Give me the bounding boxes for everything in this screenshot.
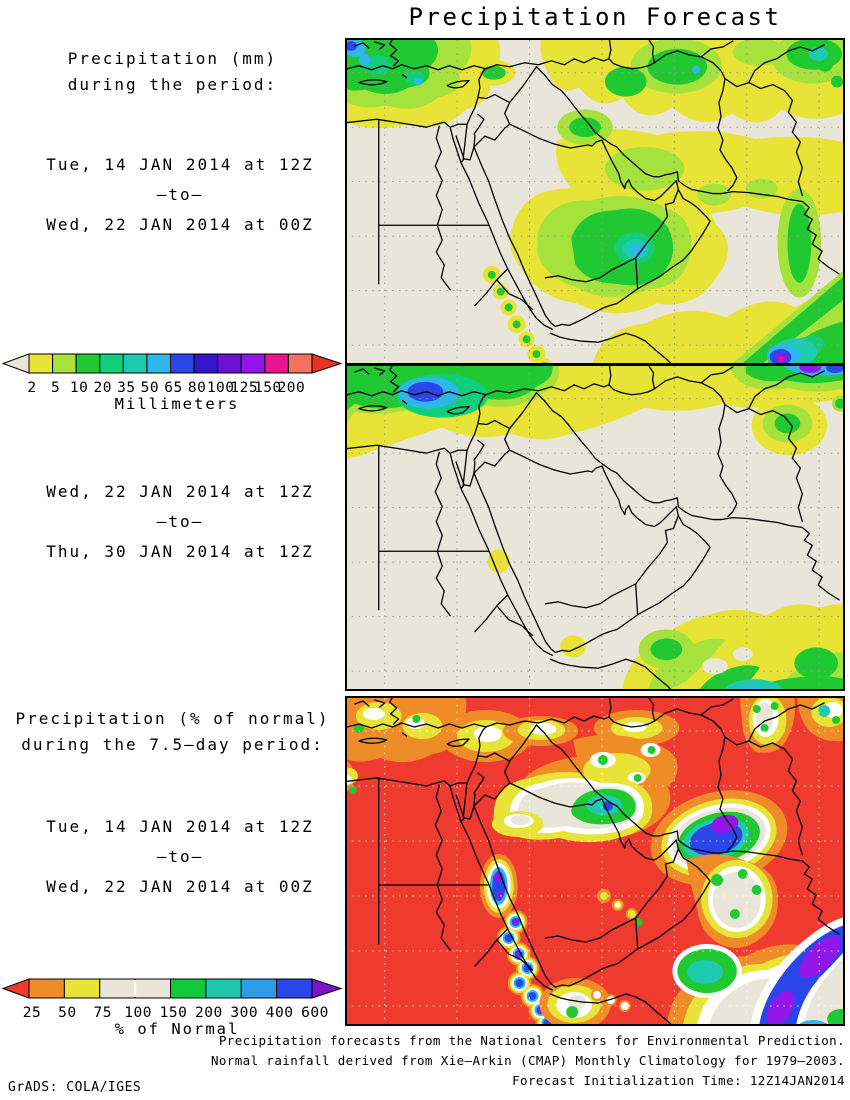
colorbar-segment bbox=[75, 353, 101, 374]
footer-line1: Precipitation forecasts from the Nationa… bbox=[218, 1033, 845, 1048]
footer-line3: Forecast Initialization Time: 12Z14JAN20… bbox=[512, 1073, 845, 1088]
colorbar-segment bbox=[99, 978, 136, 999]
map-precip-mm-period2 bbox=[345, 364, 845, 691]
colorbar-tick-label: 400 bbox=[266, 1005, 294, 1021]
mm-heading: Precipitation (mm) during the period: bbox=[0, 46, 345, 98]
colorbar-unit-label: Millimeters bbox=[115, 395, 240, 413]
colorbar-tick-label: 5 bbox=[51, 380, 60, 396]
mm-heading-line2: during the period: bbox=[67, 75, 278, 94]
footer-line2: Normal rainfall derived from Xie–Arkin (… bbox=[210, 1053, 845, 1068]
colorbar-tick-label: 300 bbox=[230, 1005, 258, 1021]
pct-heading-line2: during the 7.5–day period: bbox=[21, 735, 324, 754]
pct-heading-line1: Precipitation (% of normal) bbox=[15, 709, 330, 728]
period1-from: Tue, 14 JAN 2014 at 12Z bbox=[46, 155, 314, 174]
colorbar-tick-label: 50 bbox=[141, 380, 159, 396]
colorbar-tick-label: 200 bbox=[278, 380, 306, 396]
precip-shading bbox=[347, 698, 843, 1024]
colorbar-tick-label: 100 bbox=[207, 380, 235, 396]
colorbar-segment bbox=[52, 353, 77, 374]
colorbar-tick-label: 50 bbox=[58, 1005, 76, 1021]
colorbar-segment bbox=[240, 353, 266, 374]
footer-caption: Precipitation forecasts from the Nationa… bbox=[205, 1031, 845, 1091]
colorbar-segment bbox=[134, 978, 171, 999]
cluster-hormuz bbox=[650, 790, 788, 886]
colorbar-tick-label: 75 bbox=[94, 1005, 112, 1021]
precip-shading bbox=[347, 40, 843, 363]
colorbar-segment bbox=[287, 353, 313, 374]
colorbar-right-arrow bbox=[311, 353, 343, 374]
period2-to: Thu, 30 JAN 2014 at 12Z bbox=[46, 542, 314, 561]
colorbar-tick-label: 2 bbox=[27, 380, 36, 396]
colorbar-segment bbox=[28, 978, 65, 999]
colorbar-segment bbox=[63, 978, 101, 999]
colorbar-left-arrow bbox=[1, 978, 30, 999]
page-title: Precipitation Forecast bbox=[408, 3, 782, 31]
period1-separator: –to– bbox=[156, 185, 204, 204]
colorbar-segment bbox=[146, 353, 172, 374]
period1-to: Wed, 22 JAN 2014 at 00Z bbox=[46, 215, 314, 234]
colorbar-segment bbox=[99, 353, 124, 374]
mm-period1-dates: Tue, 14 JAN 2014 at 12Z –to– Wed, 22 JAN… bbox=[10, 150, 350, 240]
colorbar-segment bbox=[170, 353, 195, 374]
cluster-arabian-sea bbox=[667, 917, 843, 1024]
grads-credit: GrADS: COLA/IGES bbox=[8, 1080, 142, 1095]
colorbar-tick-label: 65 bbox=[164, 380, 182, 396]
pct-period-to: Wed, 22 JAN 2014 at 00Z bbox=[46, 877, 314, 896]
colorbar-percent-of-normal: 25 50 75 100 150 200 300 400 600 % of Normal bbox=[1, 978, 343, 1038]
colorbar-left-arrow bbox=[1, 353, 30, 374]
colorbar-tick-label: 200 bbox=[195, 1005, 223, 1021]
colorbar-tick-label: 20 bbox=[94, 380, 112, 396]
map-precip-mm-period1 bbox=[345, 38, 845, 365]
pct-heading: Precipitation (% of normal) during the 7… bbox=[0, 706, 345, 758]
pct-period-separator: –to– bbox=[156, 847, 204, 866]
pct-period-dates: Tue, 14 JAN 2014 at 12Z –to– Wed, 22 JAN… bbox=[10, 812, 350, 902]
pct-period-from: Tue, 14 JAN 2014 at 12Z bbox=[46, 817, 314, 836]
colorbar-segment bbox=[240, 978, 278, 999]
colorbar-tick-label: 150 bbox=[160, 1005, 188, 1021]
mm-period2-dates: Wed, 22 JAN 2014 at 12Z –to– Thu, 30 JAN… bbox=[10, 477, 350, 567]
colorbar-segment bbox=[193, 353, 219, 374]
cluster-oman bbox=[596, 854, 778, 948]
cluster-turkmen-strip bbox=[739, 698, 795, 753]
colorbar-segment bbox=[205, 978, 242, 999]
colorbar-tick-label: 150 bbox=[254, 380, 282, 396]
colorbar-tick-label: 10 bbox=[70, 380, 88, 396]
colorbar-tick-label: 100 bbox=[124, 1005, 152, 1021]
period2-from: Wed, 22 JAN 2014 at 12Z bbox=[46, 482, 314, 501]
map-precip-percent-normal bbox=[345, 696, 845, 1026]
colorbar-segment bbox=[28, 353, 54, 374]
period2-separator: –to– bbox=[156, 512, 204, 531]
colorbar-segment bbox=[170, 978, 207, 999]
colorbar-unit-label: % of Normal bbox=[115, 1020, 240, 1038]
colorbar-tick-label: 80 bbox=[188, 380, 206, 396]
cluster-northwest bbox=[347, 698, 467, 794]
colorbar-segment bbox=[264, 353, 289, 374]
cluster-zagros bbox=[491, 734, 678, 843]
colorbar-white-divider bbox=[134, 980, 137, 997]
colorbar-segment bbox=[217, 353, 242, 374]
colorbar-tick-label: 25 bbox=[23, 1005, 41, 1021]
colorbar-tick-label: 600 bbox=[301, 1005, 329, 1021]
colorbar-segment bbox=[122, 353, 148, 374]
colorbar-right-arrow bbox=[311, 978, 343, 999]
colorbar-tick-label: 35 bbox=[117, 380, 135, 396]
colorbar-segment bbox=[276, 978, 313, 999]
colorbar-tick-label: 125 bbox=[230, 380, 258, 396]
mm-heading-line1: Precipitation (mm) bbox=[67, 49, 278, 68]
